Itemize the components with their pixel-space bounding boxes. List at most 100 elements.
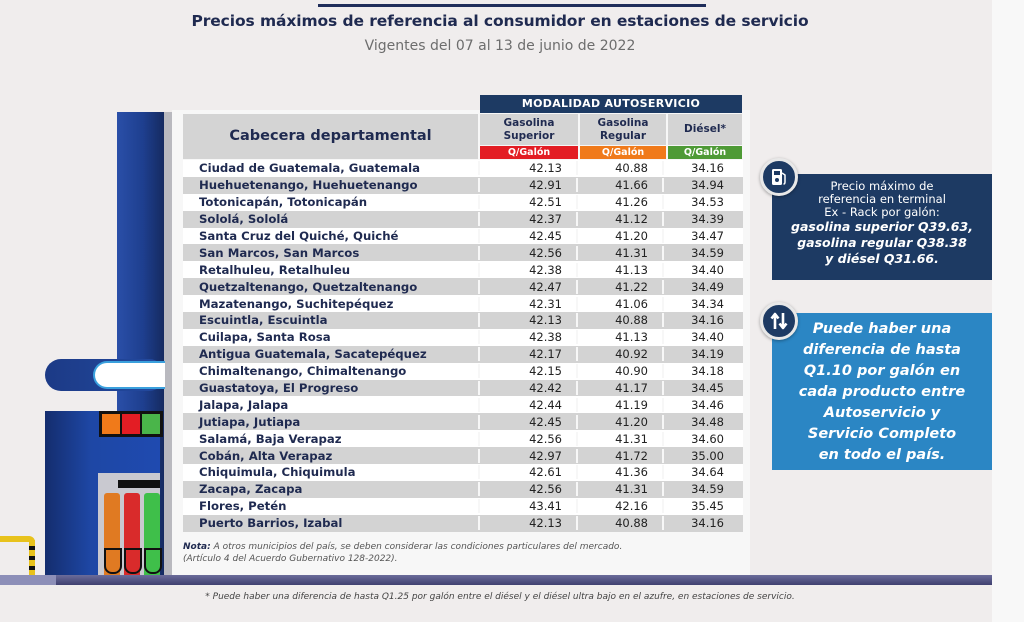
note-label: Nota: — [183, 542, 211, 552]
price-diesel: 34.47 — [662, 229, 742, 243]
price-regular: 41.22 — [576, 279, 662, 294]
price-diesel: 34.53 — [662, 195, 742, 210]
department-name: Jalapa, Jalapa — [199, 397, 289, 412]
price-superior: 42.13 — [478, 161, 576, 176]
price-diesel: 34.16 — [662, 516, 742, 531]
unit-label-regular: Q/Galón — [580, 146, 666, 159]
table-row: Guastatoya, El Progreso 42.42 41.17 34.45 — [183, 379, 743, 397]
price-diesel: 34.19 — [662, 347, 742, 362]
price-regular: 40.92 — [576, 347, 662, 362]
green-nozzle-icon — [144, 493, 160, 581]
department-name: Cobán, Alta Verapaz — [199, 448, 333, 463]
department-name: Totonicapán, Totonicapán — [199, 195, 368, 210]
ground-highlight — [0, 575, 56, 585]
table-row: Escuintla, Escuintla 42.13 40.88 34.16 — [183, 312, 743, 329]
unit-label-diesel: Q/Galón — [668, 146, 742, 159]
terminal-line: Precio máximo de — [830, 179, 934, 193]
price-regular: 40.88 — [576, 313, 662, 328]
price-regular: 41.31 — [576, 482, 662, 497]
difference-line: Puede haber una — [812, 321, 952, 337]
price-superior: 42.17 — [478, 347, 576, 362]
safety-rail-post — [29, 540, 35, 576]
price-regular: 40.88 — [576, 161, 662, 176]
difference-line: Autoservicio y — [823, 405, 941, 421]
page-edge — [992, 0, 1024, 622]
header-line: Regular — [599, 129, 647, 142]
department-name: Mazatenango, Suchitepéquez — [199, 296, 394, 311]
group-header: MODALIDAD AUTOSERVICIO — [480, 95, 742, 113]
terminal-price-box: Precio máximo de referencia en terminal … — [772, 174, 992, 280]
price-superior: 42.13 — [478, 313, 576, 328]
price-regular: 40.88 — [576, 516, 662, 531]
header-line: Superior — [503, 129, 555, 142]
department-name: Puerto Barrios, Izabal — [199, 516, 343, 531]
footnote: * Puede haber una diferencia de hasta Q1… — [205, 592, 795, 602]
table-row: Sololá, Sololá 42.37 41.12 34.39 — [183, 210, 743, 228]
terminal-line: referencia en terminal — [818, 192, 946, 206]
fuel-pump-icon — [760, 158, 798, 196]
price-superior: 42.47 — [478, 279, 576, 294]
table-row: Jutiapa, Jutiapa 42.45 41.20 34.48 — [183, 413, 743, 431]
table-row: Puerto Barrios, Izabal 42.13 40.88 34.16 — [183, 514, 743, 532]
table-row: Chimaltenango, Chimaltenango 42.15 40.90 34… — [183, 362, 743, 380]
price-regular: 41.31 — [576, 245, 662, 260]
table-row: San Marcos, San Marcos 42.56 41.31 34.59 — [183, 244, 743, 262]
difference-line: en todo el país. — [818, 447, 946, 463]
price-diesel: 34.40 — [662, 330, 742, 345]
table-row: Cuilapa, Santa Rosa 42.38 41.13 34.40 — [183, 328, 743, 346]
top-divider — [318, 4, 706, 7]
hose-icon — [104, 548, 122, 574]
price-regular: 41.13 — [576, 330, 662, 345]
price-superior: 42.37 — [478, 212, 576, 227]
price-diesel: 34.34 — [662, 296, 742, 311]
price-regular: 41.20 — [576, 229, 662, 243]
terminal-price-superior: gasolina superior Q39.63, — [791, 219, 973, 234]
table-row: Salamá, Baja Verapaz 42.56 41.31 34.60 — [183, 430, 743, 448]
department-name: Sololá, Sololá — [199, 212, 289, 227]
price-superior: 42.61 — [478, 465, 576, 480]
price-diesel: 34.18 — [662, 364, 742, 379]
department-name: Jutiapa, Jutiapa — [199, 414, 301, 429]
unit-label-superior: Q/Galón — [480, 146, 578, 159]
price-diesel: 34.16 — [662, 161, 742, 176]
price-regular: 42.16 — [576, 499, 662, 514]
price-regular: 41.17 — [576, 381, 662, 396]
name-column-header: Cabecera departamental — [183, 114, 478, 159]
price-superior: 42.91 — [478, 178, 576, 193]
price-regular: 41.06 — [576, 296, 662, 311]
up-down-arrows-icon — [760, 302, 798, 340]
safety-rail — [0, 536, 35, 542]
department-name: Ciudad de Guatemala, Guatemala — [199, 161, 421, 176]
price-regular: 41.66 — [576, 178, 662, 193]
table-row: Huehuetenango, Huehuetenango 42.91 41.66 34… — [183, 176, 743, 194]
terminal-line: Ex - Rack por galón: — [824, 205, 940, 219]
department-name: Cuilapa, Santa Rosa — [199, 330, 331, 345]
department-name: Quetzaltenango, Quetzaltenango — [199, 279, 418, 294]
table-row: Cobán, Alta Verapaz 42.97 41.72 35.00 — [183, 447, 743, 465]
price-superior: 42.38 — [478, 330, 576, 345]
pump-lights — [99, 411, 163, 437]
orange-light — [102, 414, 120, 434]
price-regular: 41.72 — [576, 448, 662, 463]
difference-box: Puede haber una diferencia de hasta Q1.10 … — [772, 313, 992, 470]
price-diesel: 34.48 — [662, 414, 742, 429]
price-superior: 42.13 — [478, 516, 576, 531]
price-diesel: 34.40 — [662, 262, 742, 277]
department-name: Santa Cruz del Quiché, Quiché — [199, 229, 399, 243]
table-note: Nota: A otros municipios del país, se de… — [183, 541, 743, 565]
pump-hood — [118, 480, 160, 488]
page-subtitle: Vigentes del 07 al 13 de junio de 2022 — [364, 38, 636, 54]
price-regular: 41.13 — [576, 262, 662, 277]
department-name: Flores, Petén — [199, 499, 287, 514]
green-light — [142, 414, 160, 434]
table-row: Mazatenango, Suchitepéquez 42.31 41.06 34.3… — [183, 295, 743, 313]
table-row: Flores, Petén 43.41 42.16 35.45 — [183, 497, 743, 515]
price-regular: 41.20 — [576, 414, 662, 429]
table-row: Zacapa, Zacapa 42.56 41.31 34.59 — [183, 480, 743, 498]
price-superior: 42.56 — [478, 431, 576, 446]
price-superior: 42.51 — [478, 195, 576, 210]
price-superior: 42.38 — [478, 262, 576, 277]
price-regular: 40.90 — [576, 364, 662, 379]
price-regular: 41.31 — [576, 431, 662, 446]
table-row: Chiquimula, Chiquimula 42.61 41.36 34.64 — [183, 464, 743, 481]
